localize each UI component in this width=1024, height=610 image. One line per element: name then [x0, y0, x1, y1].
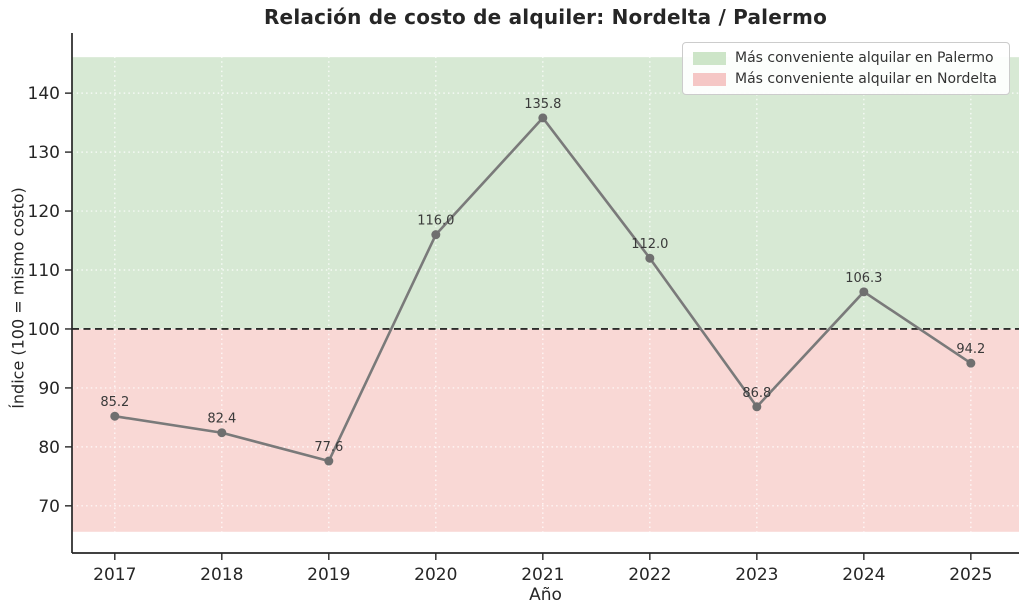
- y-tick-label: 80: [38, 438, 60, 458]
- data-point-label: 135.8: [524, 97, 561, 112]
- y-tick-label: 130: [28, 143, 60, 163]
- y-tick-label: 90: [38, 379, 60, 399]
- data-point: [752, 402, 762, 412]
- y-tick-label: 100: [28, 320, 60, 340]
- legend-item-palermo: Más conveniente alquilar en Palermo: [693, 50, 997, 66]
- x-tick-label: 2025: [949, 565, 992, 585]
- x-axis-label: Año: [529, 585, 562, 605]
- x-tick-label: 2022: [628, 565, 671, 585]
- chart-title: Relación de costo de alquiler: Nordelta …: [263, 5, 828, 29]
- x-tick-label: 2019: [307, 565, 350, 585]
- data-point-label: 85.2: [100, 395, 129, 410]
- y-tick-label: 70: [38, 497, 60, 517]
- legend-item-label: Más conveniente alquilar en Palermo: [735, 50, 994, 66]
- data-point-label: 112.0: [631, 237, 668, 252]
- data-point-label: 106.3: [845, 271, 882, 286]
- x-tick-label: 2024: [842, 565, 885, 585]
- y-tick-label: 140: [28, 84, 60, 104]
- palermo-advantage-band: [72, 57, 1019, 329]
- data-point-label: 77.6: [314, 440, 343, 455]
- data-point: [217, 428, 227, 438]
- x-tick-label: 2021: [521, 565, 564, 585]
- nordelta-band-swatch-icon: [693, 72, 727, 86]
- x-tick-label: 2020: [414, 565, 457, 585]
- data-point: [859, 287, 869, 297]
- data-point: [431, 230, 441, 240]
- x-tick-label: 2017: [93, 565, 136, 585]
- legend: Más conveniente alquilar en Palermo Más …: [682, 42, 1010, 95]
- data-point: [538, 113, 548, 123]
- data-point-label: 116.0: [417, 214, 454, 229]
- legend-item-label: Más conveniente alquilar en Nordelta: [735, 71, 997, 87]
- data-point-label: 86.8: [742, 386, 771, 401]
- x-tick-label: 2018: [200, 565, 243, 585]
- nordelta-advantage-band: [72, 328, 1019, 532]
- data-point: [110, 411, 120, 421]
- y-tick-label: 120: [28, 202, 60, 222]
- data-point: [645, 253, 655, 263]
- data-point: [324, 456, 334, 466]
- y-tick-label: 110: [28, 261, 60, 281]
- x-tick-label: 2023: [735, 565, 778, 585]
- palermo-band-swatch-icon: [693, 51, 727, 65]
- data-point: [966, 358, 976, 368]
- data-point-label: 94.2: [956, 342, 985, 357]
- y-axis-label: Índice (100 = mismo costo): [8, 187, 28, 409]
- data-point-label: 82.4: [207, 412, 236, 427]
- legend-item-nordelta: Más conveniente alquilar en Nordelta: [693, 71, 997, 87]
